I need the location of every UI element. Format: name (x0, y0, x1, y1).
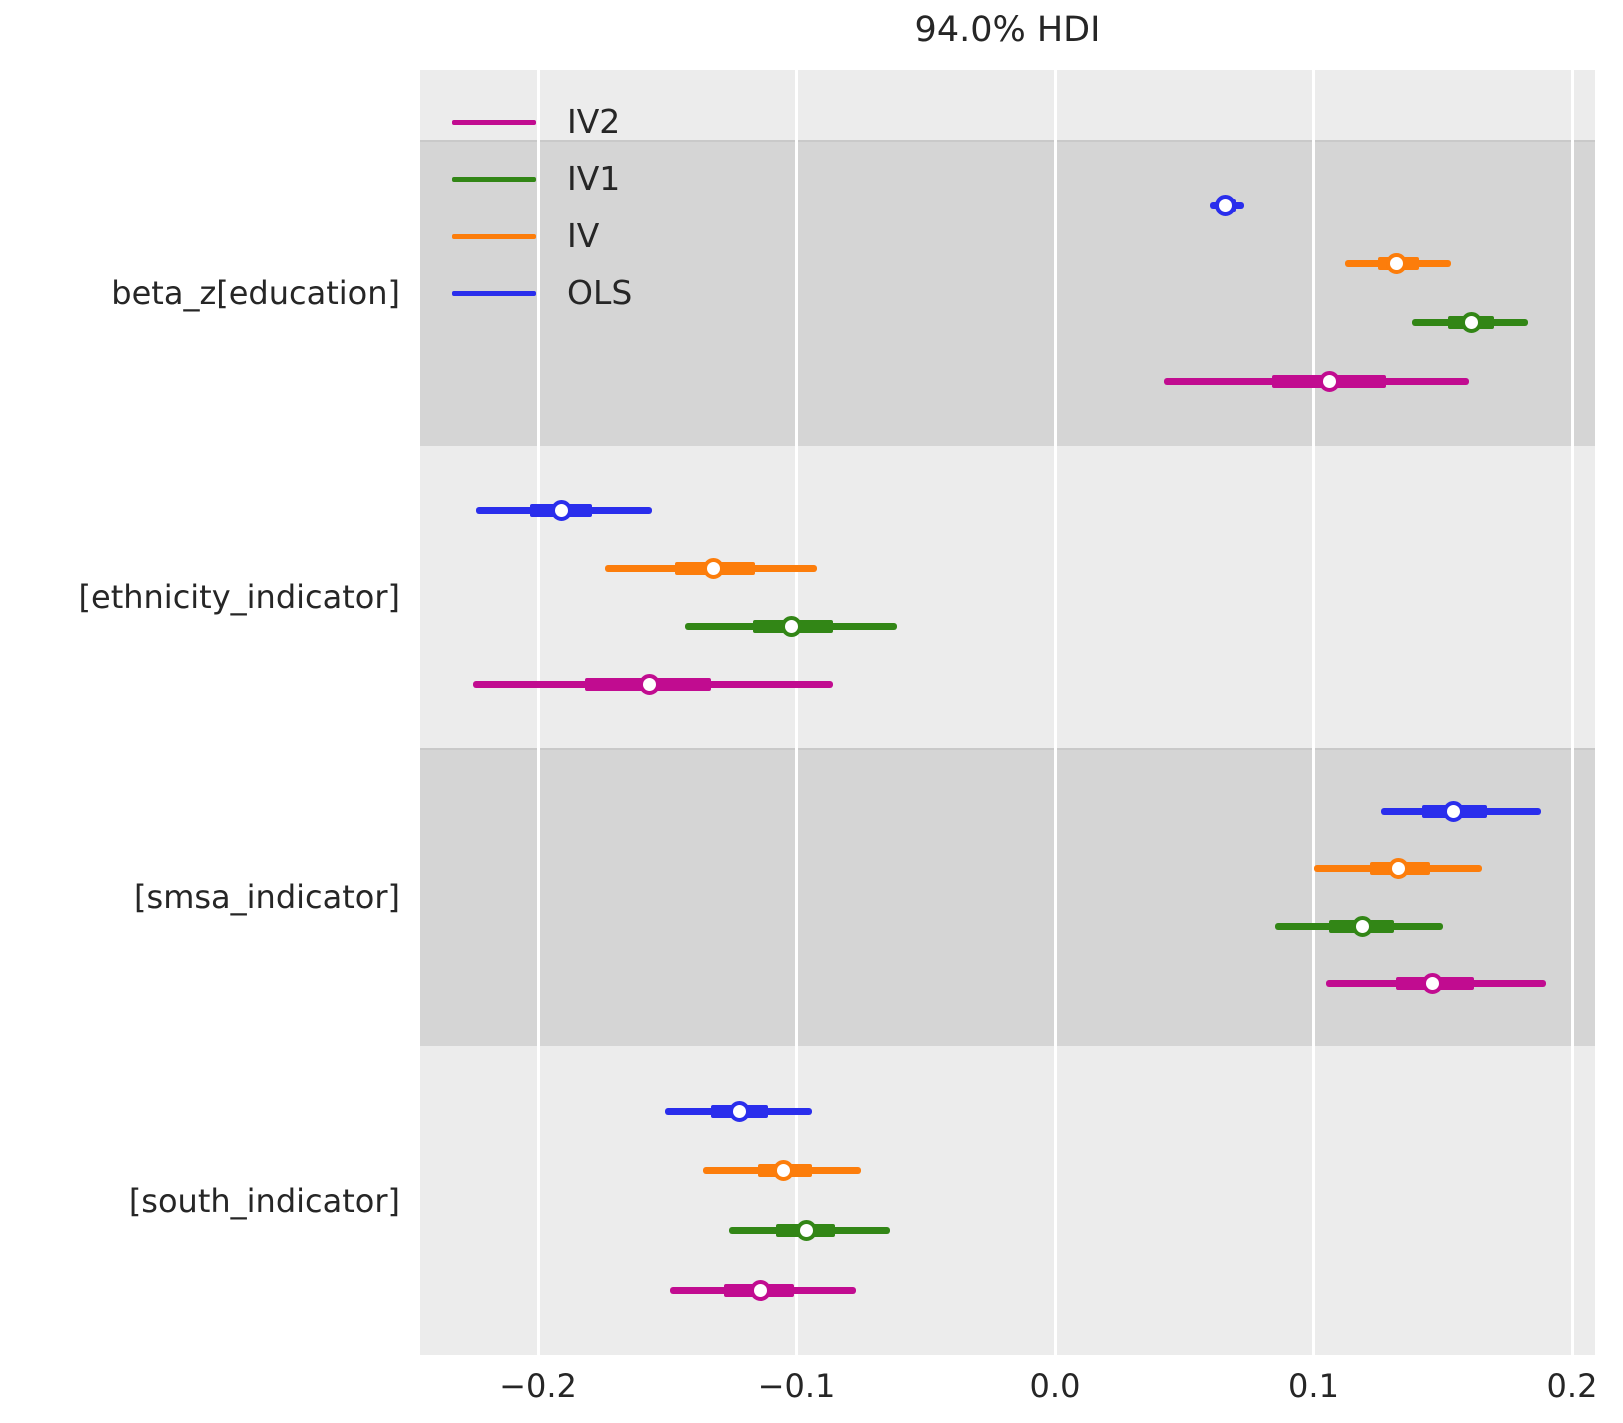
median-dot (703, 557, 725, 579)
group-label: [south_indicator] (128, 1181, 400, 1220)
x-tick-label: 0.2 (1546, 1367, 1598, 1405)
median-dot (1388, 857, 1410, 879)
median-dot (796, 1220, 818, 1242)
legend-item: IV (452, 216, 599, 256)
legend-line-swatch (452, 176, 536, 182)
median-dot (773, 1160, 795, 1182)
legend-label: OLS (567, 273, 633, 312)
gridline (795, 70, 798, 1355)
median-dot (1318, 371, 1340, 393)
legend-item: IV1 (452, 159, 620, 199)
legend-label: IV2 (567, 102, 621, 141)
median-dot (1352, 915, 1374, 937)
median-dot (1215, 194, 1237, 216)
legend-label: IV (567, 216, 600, 255)
median-dot (1442, 800, 1464, 822)
group-label: beta_z[education] (111, 274, 400, 312)
legend-item: IV2 (452, 102, 620, 142)
legend-line-swatch (452, 290, 536, 296)
median-dot (1421, 972, 1443, 994)
gridline (1053, 70, 1057, 1355)
median-dot (638, 674, 660, 696)
x-tick-label: 0.1 (1288, 1367, 1339, 1405)
median-dot (729, 1101, 751, 1123)
gridline (536, 70, 540, 1355)
legend-line-swatch (452, 233, 536, 239)
gridline (1312, 70, 1315, 1355)
x-tick-label: −0.1 (757, 1367, 836, 1405)
gridline (1570, 70, 1574, 1355)
median-dot (550, 499, 572, 521)
x-tick-label: 0.0 (1029, 1367, 1081, 1405)
legend-label: IV1 (567, 159, 621, 198)
x-tick-label: −0.2 (499, 1367, 577, 1405)
median-dot (1385, 253, 1407, 275)
group-shading-band (420, 748, 1595, 1046)
chart-title: 94.0% HDI (914, 10, 1101, 50)
median-dot (780, 616, 802, 638)
group-label: [smsa_indicator] (134, 878, 400, 916)
group-shading-band (420, 140, 1595, 446)
median-dot (749, 1279, 771, 1301)
group-label: [ethnicity_indicator] (78, 578, 400, 616)
plot-area: IV2 IV1 IV OLS (420, 70, 1595, 1355)
legend-line-swatch (452, 119, 536, 125)
median-dot (1460, 312, 1482, 334)
legend-item: OLS (452, 273, 632, 313)
